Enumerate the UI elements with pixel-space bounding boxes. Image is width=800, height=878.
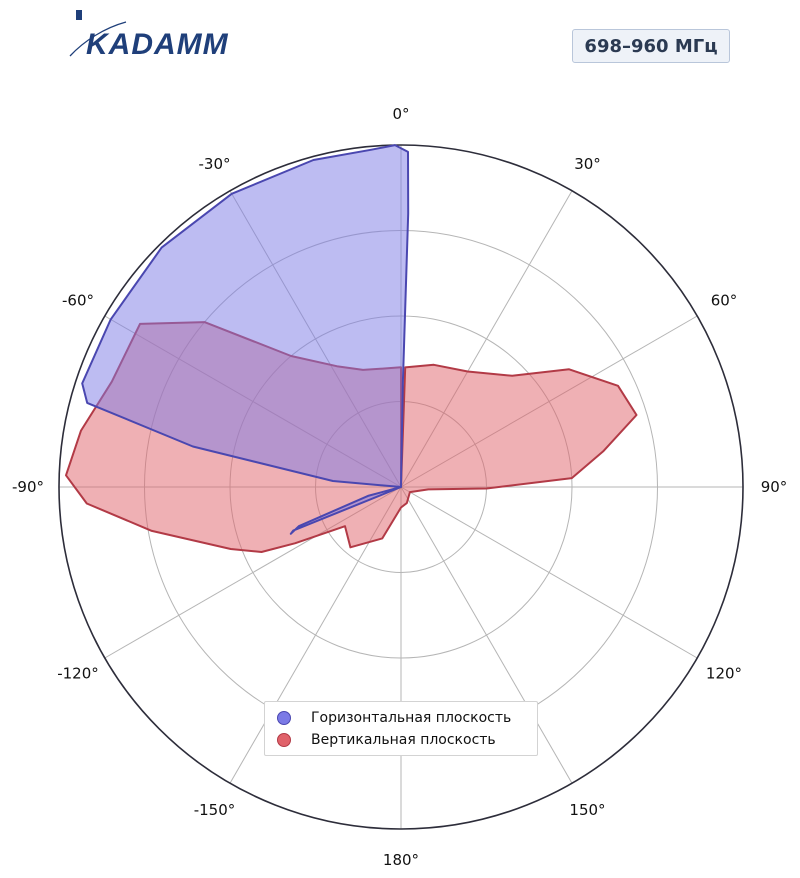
angle-tick-label: -150° xyxy=(194,801,236,819)
angle-tick-labels: 0° 30° 60° 90° 120° 150° 180° -150° -120° -90° -60… xyxy=(12,105,787,869)
angle-tick-label: -30° xyxy=(199,155,231,173)
legend-marker-horizontal xyxy=(277,711,291,725)
frequency-badge: 698–960 МГц xyxy=(572,29,730,63)
series-layer xyxy=(65,144,638,553)
logo-wordmark: KADAMM xyxy=(86,28,229,61)
legend-label-vertical: Вертикальная плоскость xyxy=(311,732,496,748)
angle-tick-label: -120° xyxy=(57,665,99,683)
legend-item-vertical: Вертикальная плоскость xyxy=(277,730,496,750)
angle-tick-label: 90° xyxy=(761,478,788,496)
outer-ring xyxy=(58,144,744,830)
logo-swoosh-icon xyxy=(69,21,127,57)
legend-marker-vertical xyxy=(277,733,291,747)
series-horizontal xyxy=(81,144,410,535)
angle-tick-label: -90° xyxy=(12,478,44,496)
angle-tick-label: 120° xyxy=(706,665,742,683)
angle-tick-label: 30° xyxy=(574,155,601,173)
angle-tick-label: 60° xyxy=(711,292,738,310)
brand-logo: KADAMM xyxy=(64,6,274,66)
angle-tick-label: -60° xyxy=(62,292,94,310)
legend-item-horizontal: Горизонтальная плоскость xyxy=(277,708,511,728)
legend-label-horizontal: Горизонтальная плоскость xyxy=(311,710,512,726)
angle-tick-label: 150° xyxy=(569,801,605,819)
angle-tick-label: 180° xyxy=(383,851,419,869)
legend: Горизонтальная плоскость Вертикальная пл… xyxy=(264,701,538,756)
logo-flag-icon xyxy=(76,10,82,20)
angle-tick-label: 0° xyxy=(392,105,409,123)
